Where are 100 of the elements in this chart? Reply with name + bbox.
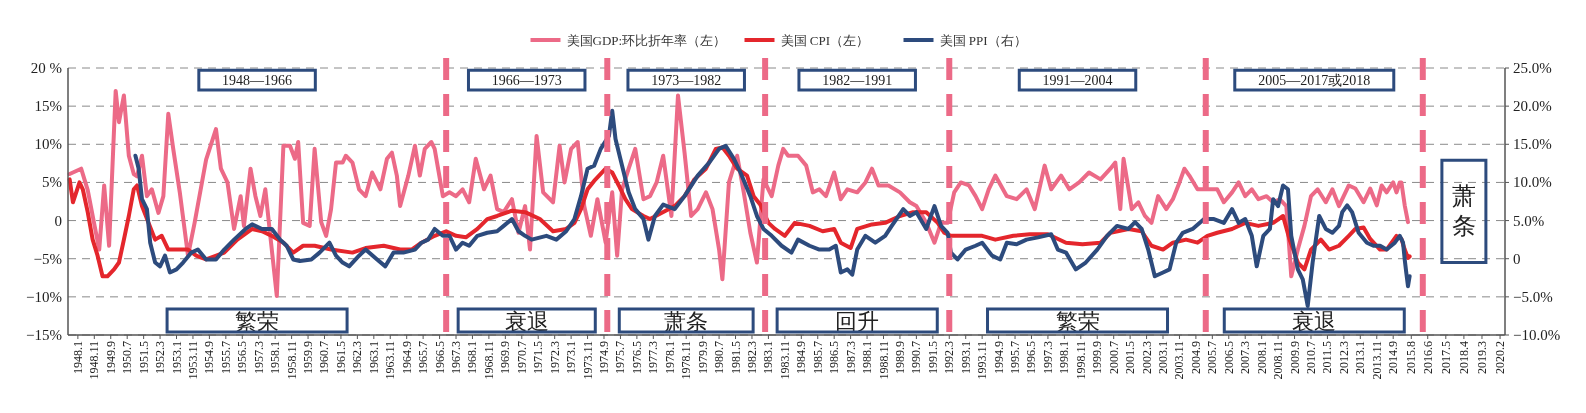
x-tick-label: 2016.6 xyxy=(1420,341,1435,374)
x-tick-label: 1954.9 xyxy=(202,341,217,374)
y2-tick-label: 20.0% xyxy=(1513,98,1552,115)
x-tick-label: 1980.7 xyxy=(712,341,727,374)
x-tick-label: 1981.5 xyxy=(728,341,743,374)
x-tick-label: 2019.3 xyxy=(1474,341,1489,374)
x-tick-label: 2009.9 xyxy=(1287,341,1302,374)
x-tick-label: 1995.7 xyxy=(1008,341,1023,374)
x-tick-label: 2008.11 xyxy=(1271,341,1286,380)
x-tick-label: 2007.3 xyxy=(1238,341,1253,374)
x-tick-label: 1974.9 xyxy=(597,341,611,374)
annotation: 1966—1973 xyxy=(491,73,562,89)
x-tick-label: 1966.5 xyxy=(432,341,447,374)
x-tick-label: 2014.9 xyxy=(1386,341,1401,374)
y2-tick-label: 15.0% xyxy=(1513,136,1552,153)
x-tick-label: 2010.7 xyxy=(1303,341,1318,374)
x-tick-label: 1998.1 xyxy=(1057,341,1072,374)
y-tick-label: 5% xyxy=(42,174,62,191)
y2-tick-label: 10.0% xyxy=(1513,174,1552,191)
x-tick-label: 2003.1 xyxy=(1156,341,1171,374)
x-tick-label: 1952.3 xyxy=(153,341,168,374)
x-tick-label: 1955.7 xyxy=(218,341,233,374)
annotation: 衰退 xyxy=(1292,308,1337,334)
x-tick-label: 2013.1 xyxy=(1353,341,1368,374)
x-tick-label: 1973.11 xyxy=(580,341,595,380)
y2-tick-label: −5.0% xyxy=(1513,288,1553,305)
x-tick-label: 1960.7 xyxy=(317,341,332,374)
x-tick-label: 1988.1 xyxy=(860,341,875,374)
x-tick-label: 1982.3 xyxy=(744,341,759,374)
y-tick-label: −15% xyxy=(26,327,62,343)
y2-tick-label: 25.0% xyxy=(1513,60,1552,76)
x-tick-label: 1984.9 xyxy=(794,341,809,374)
x-tick-label: 1979.9 xyxy=(695,341,710,374)
annotation: 萧条 xyxy=(664,308,709,334)
x-tick-label: 1978.1 xyxy=(662,341,677,374)
x-tick-label: 1978.11 xyxy=(679,341,694,380)
y-tick-label: 10% xyxy=(34,136,62,153)
y-tick-label: 15% xyxy=(34,98,62,115)
x-tick-label: 1963.11 xyxy=(383,341,398,380)
x-tick-label: 1985.7 xyxy=(810,341,825,374)
x-tick-label: 1972.3 xyxy=(547,341,562,374)
x-tick-label: 1975.7 xyxy=(613,341,628,374)
x-tick-label: 1964.9 xyxy=(399,341,414,374)
x-tick-label: 1988.11 xyxy=(876,341,891,380)
x-tick-label: 1965.7 xyxy=(416,341,431,374)
x-tick-label: 1998.11 xyxy=(1073,341,1088,380)
annotation: 1982—1991 xyxy=(822,73,893,89)
x-tick-label: 2008.1 xyxy=(1254,341,1269,374)
x-tick-label: 1983.11 xyxy=(777,341,792,380)
x-tick-label: 2000.7 xyxy=(1106,341,1121,374)
x-tick-label: 2018.4 xyxy=(1456,341,1471,374)
annotation: 衰退 xyxy=(504,308,549,334)
x-tick-label: 1993.11 xyxy=(975,341,990,380)
x-tick-label: 1986.5 xyxy=(827,341,842,374)
x-tick-label: 1958.1 xyxy=(268,341,283,374)
x-tick-label: 2012.3 xyxy=(1336,341,1351,374)
x-tick-label: 1990.7 xyxy=(909,341,924,374)
x-tick-label: 1956.5 xyxy=(235,341,250,374)
x-tick-label: 1961.5 xyxy=(333,341,348,374)
x-tick-label: 1949.9 xyxy=(103,341,118,374)
annotation: 繁荣 xyxy=(1055,308,1100,334)
x-tick-label: 1992.3 xyxy=(942,341,957,374)
x-tick-label: 1951.5 xyxy=(136,341,151,374)
x-tick-label: 2006.5 xyxy=(1221,341,1236,374)
x-tick-label: 2002.3 xyxy=(1139,341,1154,374)
legend-label: 美国GDP:环比折年率（左） xyxy=(566,33,727,48)
x-tick-label: 2004.9 xyxy=(1188,341,1203,374)
x-tick-label: 1957.3 xyxy=(251,341,266,374)
legend-label: 美国 PPI（右） xyxy=(939,33,1027,48)
x-tick-label: 1987.3 xyxy=(843,341,858,374)
x-tick-label: 1968.1 xyxy=(465,341,480,374)
x-tick-label: 2011.5 xyxy=(1320,341,1335,374)
x-tick-label: 1962.3 xyxy=(350,341,365,374)
x-tick-label: 2001.5 xyxy=(1123,341,1138,374)
annotation: 2005—2017或2018 xyxy=(1258,73,1371,89)
x-tick-label: 1993.1 xyxy=(958,341,973,374)
x-tick-label: 1996.5 xyxy=(1024,341,1039,374)
x-tick-label: 1953.11 xyxy=(185,341,200,380)
x-tick-label: 2020.2 xyxy=(1493,341,1508,374)
y-tick-label: 20 % xyxy=(30,60,62,76)
x-tick-label: 1948.1 xyxy=(70,341,85,374)
x-tick-label: 1983.1 xyxy=(761,341,776,374)
x-tick-label: 2003.11 xyxy=(1172,341,1187,380)
x-tick-label: 1997.3 xyxy=(1040,341,1055,374)
y2-tick-label: −10.0% xyxy=(1513,327,1561,343)
y-tick-label: 0 xyxy=(54,212,62,229)
x-tick-label: 1963.1 xyxy=(366,341,381,374)
legend-label: 美国 CPI（左） xyxy=(780,33,869,48)
y-tick-label: −5% xyxy=(33,250,62,267)
x-tick-label: 1969.9 xyxy=(498,341,513,374)
x-tick-label: 1971.5 xyxy=(531,341,546,374)
x-tick-label: 1973.1 xyxy=(564,341,579,374)
x-tick-label: 2017.5 xyxy=(1438,341,1453,374)
x-tick-label: 2015.8 xyxy=(1404,341,1419,374)
x-tick-label: 1976.5 xyxy=(629,341,644,374)
x-tick-label: 1977.3 xyxy=(646,341,661,374)
x-tick-label: 1994.9 xyxy=(991,341,1006,374)
x-tick-label: 1991.5 xyxy=(925,341,940,374)
x-tick-label: 1999.9 xyxy=(1090,341,1105,374)
annotation: 1991—2004 xyxy=(1042,73,1113,89)
